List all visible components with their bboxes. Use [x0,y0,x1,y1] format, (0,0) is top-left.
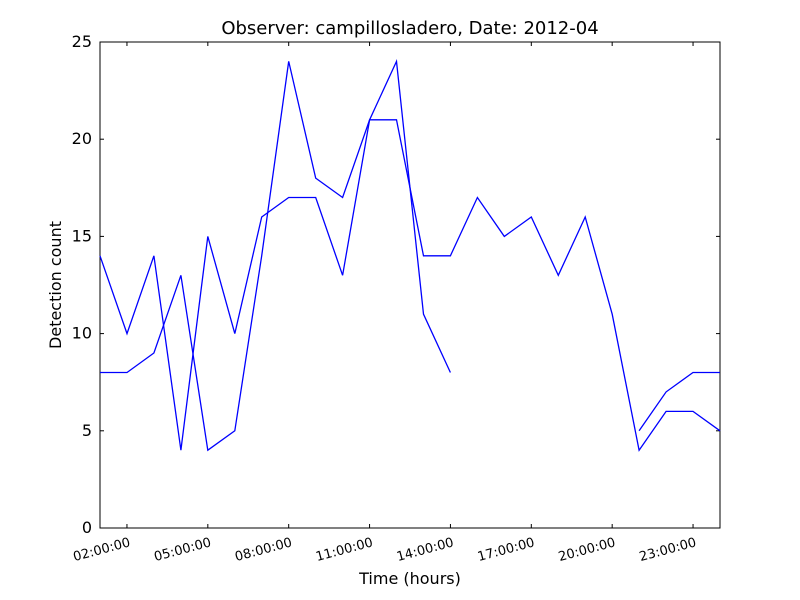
x-axis-label: Time (hours) [358,569,461,588]
y-axis-label: Detection count [46,221,65,349]
x-tick-label: 08:00:00 [233,535,293,565]
x-tick-label: 05:00:00 [153,535,213,565]
y-tick-label: 20 [72,129,92,148]
y-tick-label: 0 [82,518,92,537]
x-tick-label: 14:00:00 [395,535,455,565]
series-lines [99,58,721,452]
y-tick-label: 15 [72,226,92,245]
plot-area [99,41,721,529]
plot-frame [99,41,721,529]
y-tick-label: 10 [72,324,92,343]
y-axis-ticks: 0 5 10 15 20 25 [72,32,720,537]
y-tick-label: 5 [82,421,92,440]
x-tick-label: 11:00:00 [314,535,374,565]
x-tick-label: 17:00:00 [476,535,536,565]
series-line-3 [638,371,720,432]
series-line-2 [100,61,721,452]
chart-title: Observer: campillosladero, Date: 2012-04 [221,18,598,39]
x-tick-label: 02:00:00 [72,535,132,565]
x-tick-label: 20:00:00 [557,535,617,565]
series-line-1 [99,58,451,451]
y-tick-label: 25 [72,32,92,51]
x-tick-label: 23:00:00 [638,535,698,565]
